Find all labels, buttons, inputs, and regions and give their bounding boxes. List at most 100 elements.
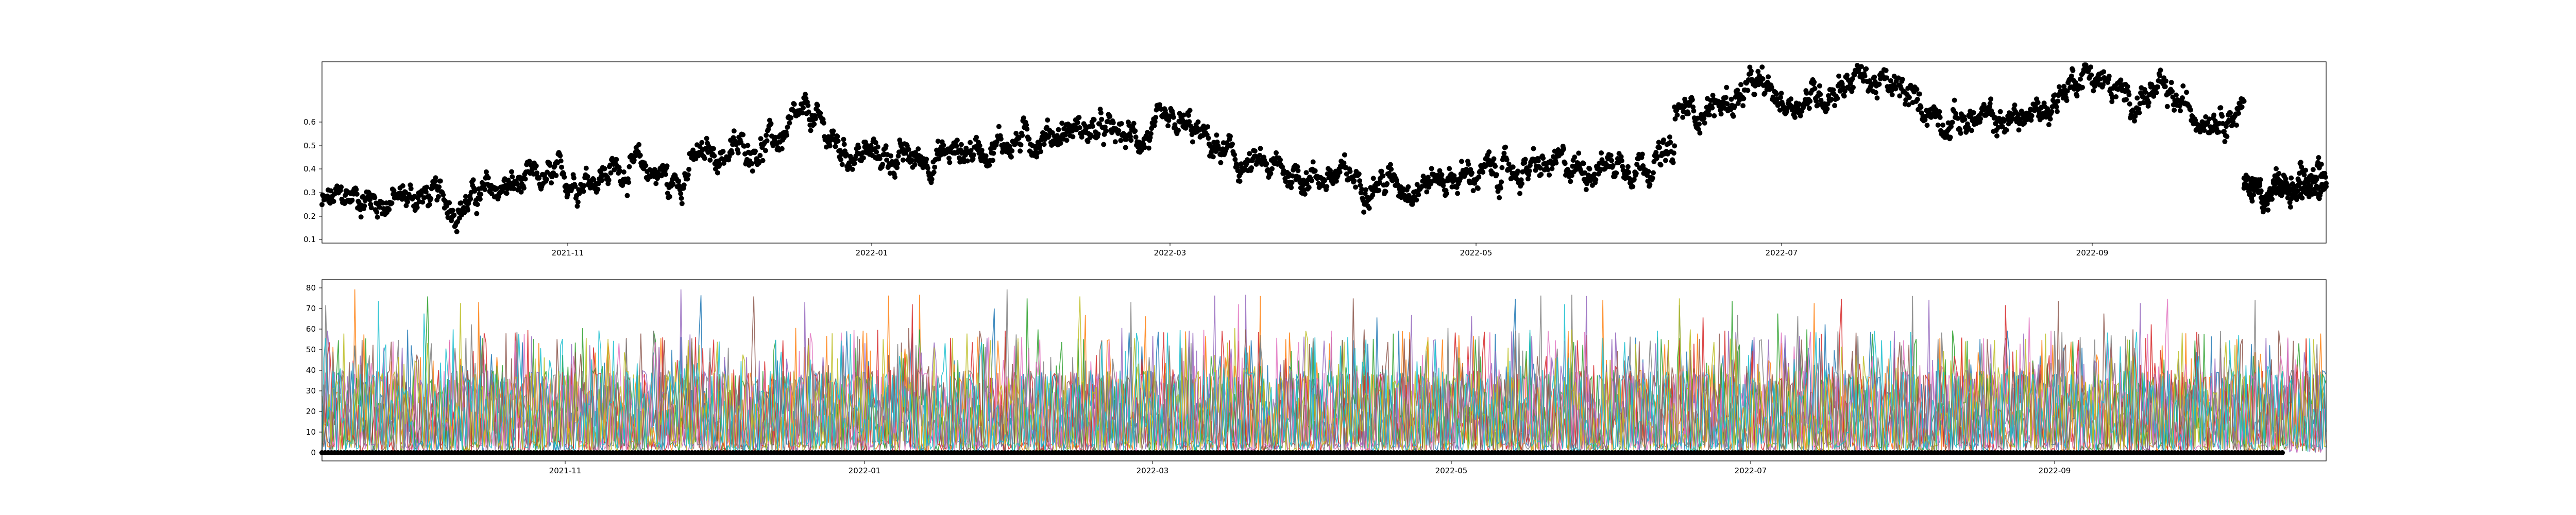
scatter-point	[1290, 173, 1295, 179]
scatter-point	[1841, 93, 1847, 99]
scatter-point	[2047, 116, 2053, 122]
scatter-point	[1581, 161, 1586, 166]
scatter-point	[812, 116, 818, 122]
scatter-point	[1958, 130, 1963, 136]
scatter-point	[1760, 76, 1766, 82]
scatter-point	[1504, 157, 1510, 163]
scatter-point	[1625, 164, 1631, 169]
scatter-point	[1517, 191, 1522, 196]
scatter-point	[545, 169, 550, 175]
scatter-point	[591, 177, 597, 182]
scatter-point	[1098, 110, 1104, 116]
scatter-point	[1631, 177, 1637, 182]
scatter-point	[595, 186, 601, 192]
scatter-point	[474, 211, 480, 216]
scatter-point	[1018, 148, 1023, 154]
scatter-point	[1807, 98, 1813, 104]
scatter-point	[1836, 73, 1842, 79]
scatter-point	[1377, 180, 1382, 185]
scatter-point	[2113, 94, 2119, 99]
scatter-point	[1825, 101, 1831, 107]
scatter-point	[1218, 160, 1224, 165]
scatter-point	[358, 214, 364, 220]
scatter-point	[1777, 107, 1783, 113]
scatter-point	[2274, 166, 2279, 171]
scatter-point	[450, 208, 455, 213]
scatter-point	[977, 143, 982, 148]
scatter-point	[764, 138, 770, 144]
scatter-point	[1527, 168, 1532, 174]
scatter-point	[1165, 123, 1171, 129]
scatter-point	[2239, 104, 2245, 110]
scatter-point	[1667, 134, 1672, 140]
scatter-point	[1672, 116, 1678, 122]
scatter-point	[1295, 164, 1300, 169]
scatter-point	[2257, 183, 2263, 188]
scatter-point	[2045, 106, 2050, 112]
top-y-tick: 0.2	[303, 212, 322, 221]
scatter-point	[916, 146, 921, 152]
scatter-point	[1533, 167, 1538, 173]
baseline-point	[2280, 450, 2285, 455]
scatter-point	[679, 201, 685, 207]
scatter-point	[558, 158, 564, 164]
bottom-x-tick: 2022-03	[1137, 461, 1168, 475]
scatter-point	[894, 165, 900, 170]
scatter-point	[1914, 96, 1920, 102]
scatter-point	[2126, 92, 2132, 97]
scatter-point	[1812, 85, 1818, 91]
scatter-point	[801, 105, 806, 111]
scatter-point	[1710, 93, 1716, 98]
scatter-point	[1851, 84, 1856, 90]
scatter-point	[1195, 119, 1201, 125]
scatter-point	[2037, 110, 2042, 115]
scatter-point	[478, 192, 484, 197]
scatter-point	[1697, 130, 1703, 136]
scatter-point	[768, 121, 774, 126]
bottom-y-tick-label: 70	[306, 304, 316, 313]
bottom-y-tick-label: 20	[306, 407, 316, 416]
scatter-point	[343, 193, 348, 198]
top-y-tick-label: 0.1	[303, 235, 316, 244]
scatter-point	[1021, 115, 1026, 121]
scatter-point	[1884, 75, 1890, 81]
scatter-point	[1425, 175, 1431, 180]
scatter-point	[1370, 192, 1376, 198]
scatter-point	[1118, 121, 1124, 126]
scatter-point	[909, 158, 915, 163]
scatter-point	[1283, 179, 1289, 184]
scatter-point	[562, 174, 567, 180]
scatter-point	[900, 157, 906, 163]
scatter-point	[472, 188, 478, 194]
scatter-point	[740, 132, 746, 138]
scatter-point	[1646, 169, 1651, 174]
scatter-point	[1440, 183, 1446, 188]
scatter-point	[803, 92, 808, 97]
scatter-point	[685, 176, 690, 182]
scatter-point	[1672, 143, 1677, 149]
scatter-point	[1486, 149, 1492, 154]
scatter-point	[1824, 106, 1830, 112]
scatter-point	[1728, 96, 1734, 102]
scatter-point	[1769, 85, 1774, 91]
scatter-point	[1131, 121, 1137, 126]
bottom-y-tick: 50	[306, 345, 322, 354]
bottom-line-panel: 2021-11 2022-01 2022-03 2022-05 2022-07 …	[306, 279, 2327, 475]
scatter-point	[1376, 187, 1382, 193]
scatter-point	[483, 169, 489, 175]
scatter-point	[574, 203, 580, 209]
scatter-point	[1337, 169, 1343, 175]
scatter-point	[1738, 82, 1744, 88]
scatter-point	[1257, 152, 1263, 158]
scatter-point	[835, 138, 841, 144]
scatter-point	[1962, 116, 1968, 122]
scatter-point	[2046, 122, 2052, 127]
scatter-point	[835, 134, 840, 139]
scatter-point	[1387, 162, 1393, 167]
scatter-point	[2210, 128, 2215, 134]
scatter-point	[2097, 76, 2103, 82]
scatter-point	[1804, 90, 1809, 96]
scatter-point	[1151, 123, 1157, 128]
scatter-point	[996, 124, 1002, 129]
top-axes-frame	[321, 61, 2327, 244]
